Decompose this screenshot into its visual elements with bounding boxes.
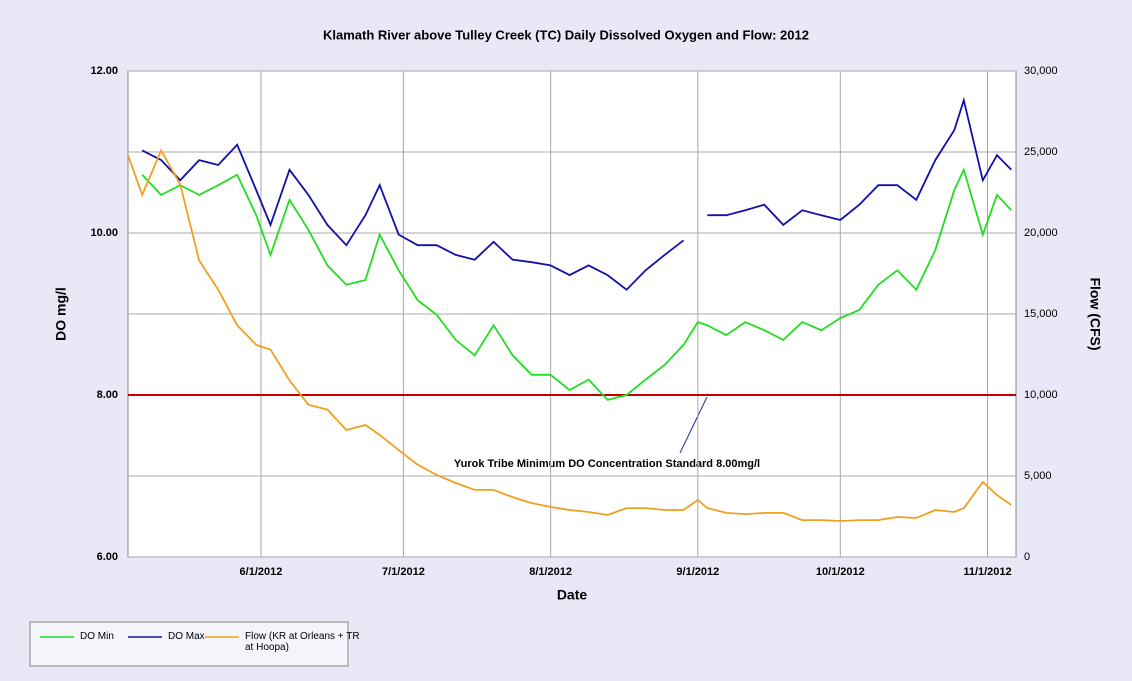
- x-tick-label: 7/1/2012: [382, 566, 425, 578]
- x-tick-label: 6/1/2012: [240, 566, 283, 578]
- x-axis-title: Date: [557, 587, 588, 603]
- y2-tick-label: 25,000: [1024, 146, 1058, 158]
- y-tick-label: 8.00: [97, 389, 118, 401]
- legend-label: DO Min: [80, 631, 114, 642]
- y-tick-label: 10.00: [90, 227, 118, 239]
- series-line: [127, 148, 1012, 522]
- annotation-pointer: [679, 396, 708, 454]
- legend-label: Flow (KR at Orleans + TR at Hoopa): [245, 631, 360, 653]
- y2-tick-label: 15,000: [1024, 308, 1058, 320]
- y2-tick-label: 30,000: [1024, 65, 1058, 77]
- legend-entry: Flow (KR at Orleans + TR at Hoopa): [245, 631, 360, 653]
- chart-title: Klamath River above Tulley Creek (TC) Da…: [323, 27, 809, 42]
- annotation: Yurok Tribe Minimum DO Concentration Sta…: [454, 458, 760, 470]
- series-line: [141, 167, 1012, 401]
- y2-tick-label: 0: [1024, 551, 1030, 563]
- y2-axis-title: Flow (CFS): [1087, 277, 1103, 350]
- legend-entry: DO Min: [80, 631, 114, 642]
- legend-label: DO Max: [168, 631, 205, 642]
- legend-entry: DO Max: [168, 631, 205, 642]
- legend-box: [29, 621, 349, 667]
- x-tick-label: 8/1/2012: [529, 566, 572, 578]
- series-line: [141, 96, 1012, 291]
- x-tick-label: 9/1/2012: [676, 566, 719, 578]
- y-axis-title: DO mg/l: [53, 287, 69, 341]
- y2-tick-label: 20,000: [1024, 227, 1058, 239]
- y2-tick-label: 10,000: [1024, 389, 1058, 401]
- y2-tick-label: 5,000: [1024, 470, 1052, 482]
- y-tick-label: 12.00: [90, 65, 118, 77]
- x-tick-label: 11/1/2012: [963, 566, 1011, 578]
- x-tick-label: 10/1/2012: [816, 566, 865, 578]
- y-tick-label: 6.00: [97, 551, 118, 563]
